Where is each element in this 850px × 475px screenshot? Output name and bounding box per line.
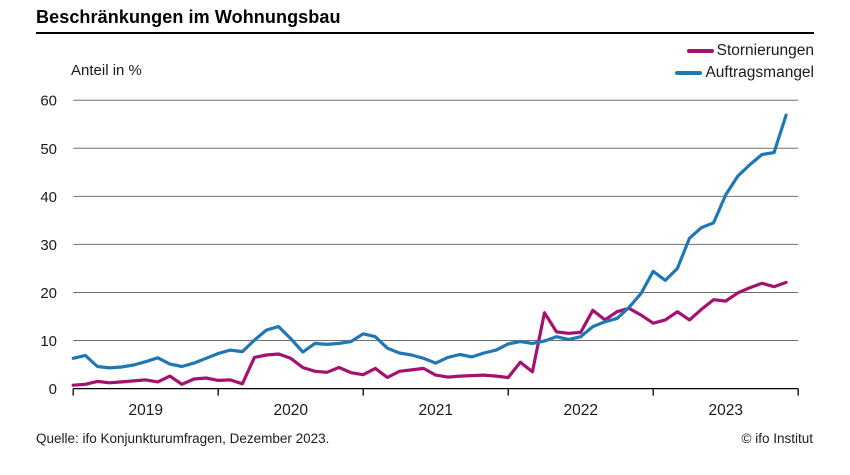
- auftragsmangel-line-swatch: [675, 71, 703, 75]
- page-title: Beschränkungen im Wohnungsbau: [36, 7, 341, 27]
- y-axis-label: 10: [40, 333, 57, 350]
- legend: Stornierungen Auftragsmangel: [675, 42, 814, 82]
- y-axis-label: 60: [40, 93, 57, 110]
- series-line-auftragsmangel: [71, 113, 788, 370]
- x-axis-label: 2023: [708, 402, 742, 419]
- y-axis-label: 40: [40, 189, 57, 206]
- y-axis-label: 30: [40, 237, 57, 254]
- legend-item-auftragsmangel: Auftragsmangel: [675, 64, 814, 82]
- y-axis-label: 50: [40, 141, 57, 158]
- y-axis-unit-label: Anteil in %: [71, 62, 142, 79]
- legend-item-stornierungen: Stornierungen: [686, 42, 814, 60]
- stornierungen-line-swatch: [686, 49, 714, 53]
- x-axis-label: 2021: [418, 402, 452, 419]
- source-note: Quelle: ifo Konjunkturumfragen, Dezember…: [36, 431, 330, 446]
- x-axis-label: 2019: [128, 402, 162, 419]
- y-axis-label: 20: [40, 285, 57, 302]
- x-axis-label: 2020: [273, 402, 308, 419]
- title-underline: [36, 32, 814, 34]
- copyright-note: © ifo Institut: [741, 431, 813, 446]
- series-line-stornierungen: [71, 280, 788, 387]
- legend-label: Auftragsmangel: [705, 64, 814, 81]
- legend-label: Stornierungen: [716, 42, 814, 59]
- x-axis-label: 2022: [563, 402, 597, 419]
- y-axis-label: 0: [49, 381, 57, 398]
